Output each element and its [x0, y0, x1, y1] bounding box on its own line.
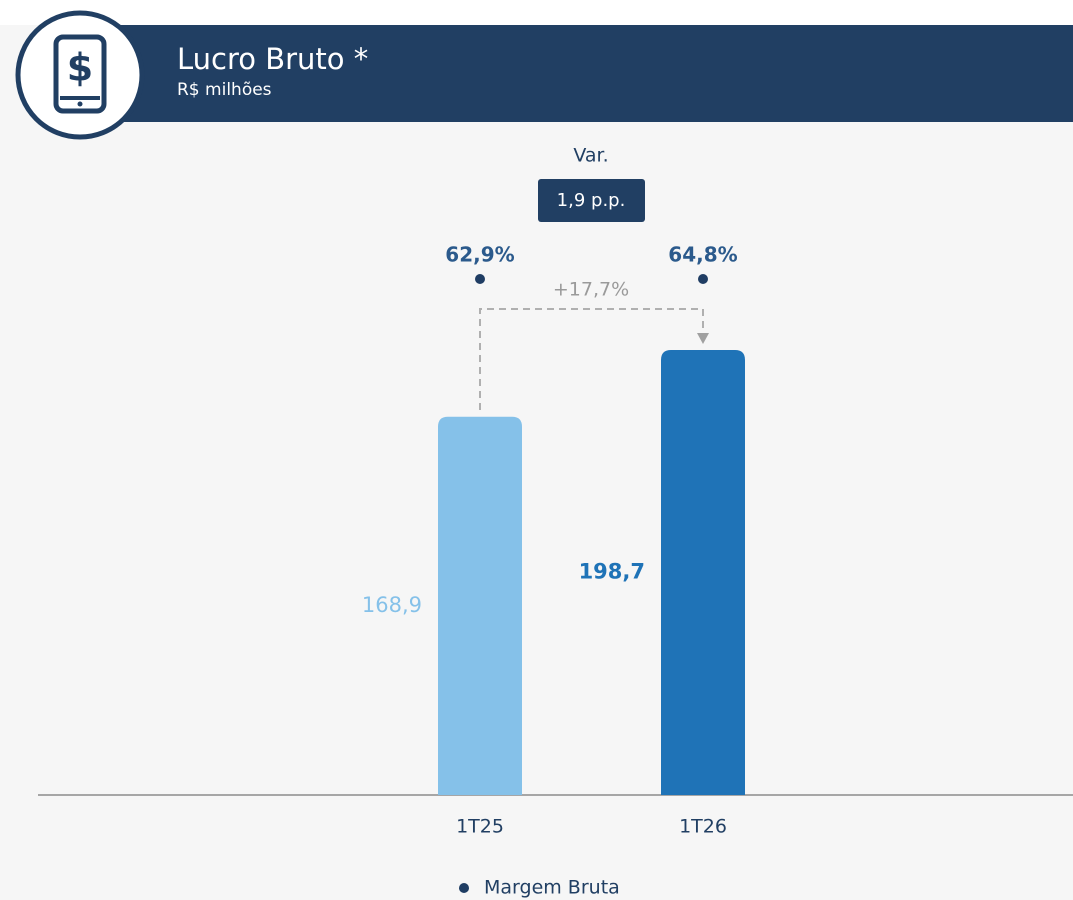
- top-band: [0, 0, 1073, 25]
- bar: [661, 350, 745, 795]
- x-tick-label: 1T25: [456, 816, 504, 838]
- x-tick-label: 1T26: [679, 816, 727, 838]
- icon-button: [77, 101, 83, 107]
- growth-label: +17,7%: [553, 279, 629, 301]
- legend-label: Margem Bruta: [484, 877, 620, 899]
- margin-label: 64,8%: [668, 243, 737, 267]
- icon-dollar: $: [67, 46, 93, 90]
- bar: [438, 416, 522, 795]
- icon-circle: [15, 10, 145, 140]
- margin-dot: [475, 274, 485, 284]
- value-label: 198,7: [579, 560, 645, 584]
- variation-label: Var.: [573, 145, 608, 167]
- growth-connector: [479, 308, 704, 410]
- growth-arrow: [697, 333, 709, 344]
- margin-label: 62,9%: [445, 243, 514, 267]
- legend-marker: [459, 883, 469, 893]
- variation-box: [538, 179, 645, 222]
- margin-dot: [698, 274, 708, 284]
- variation-value: 1,9 p.p.: [557, 190, 626, 211]
- value-label: 168,9: [362, 593, 422, 617]
- chart-subtitle: R$ milhões: [177, 80, 272, 100]
- chart-title: Lucro Bruto *: [177, 42, 368, 76]
- icon-tablet: [53, 34, 107, 114]
- header-bar: [100, 25, 1073, 122]
